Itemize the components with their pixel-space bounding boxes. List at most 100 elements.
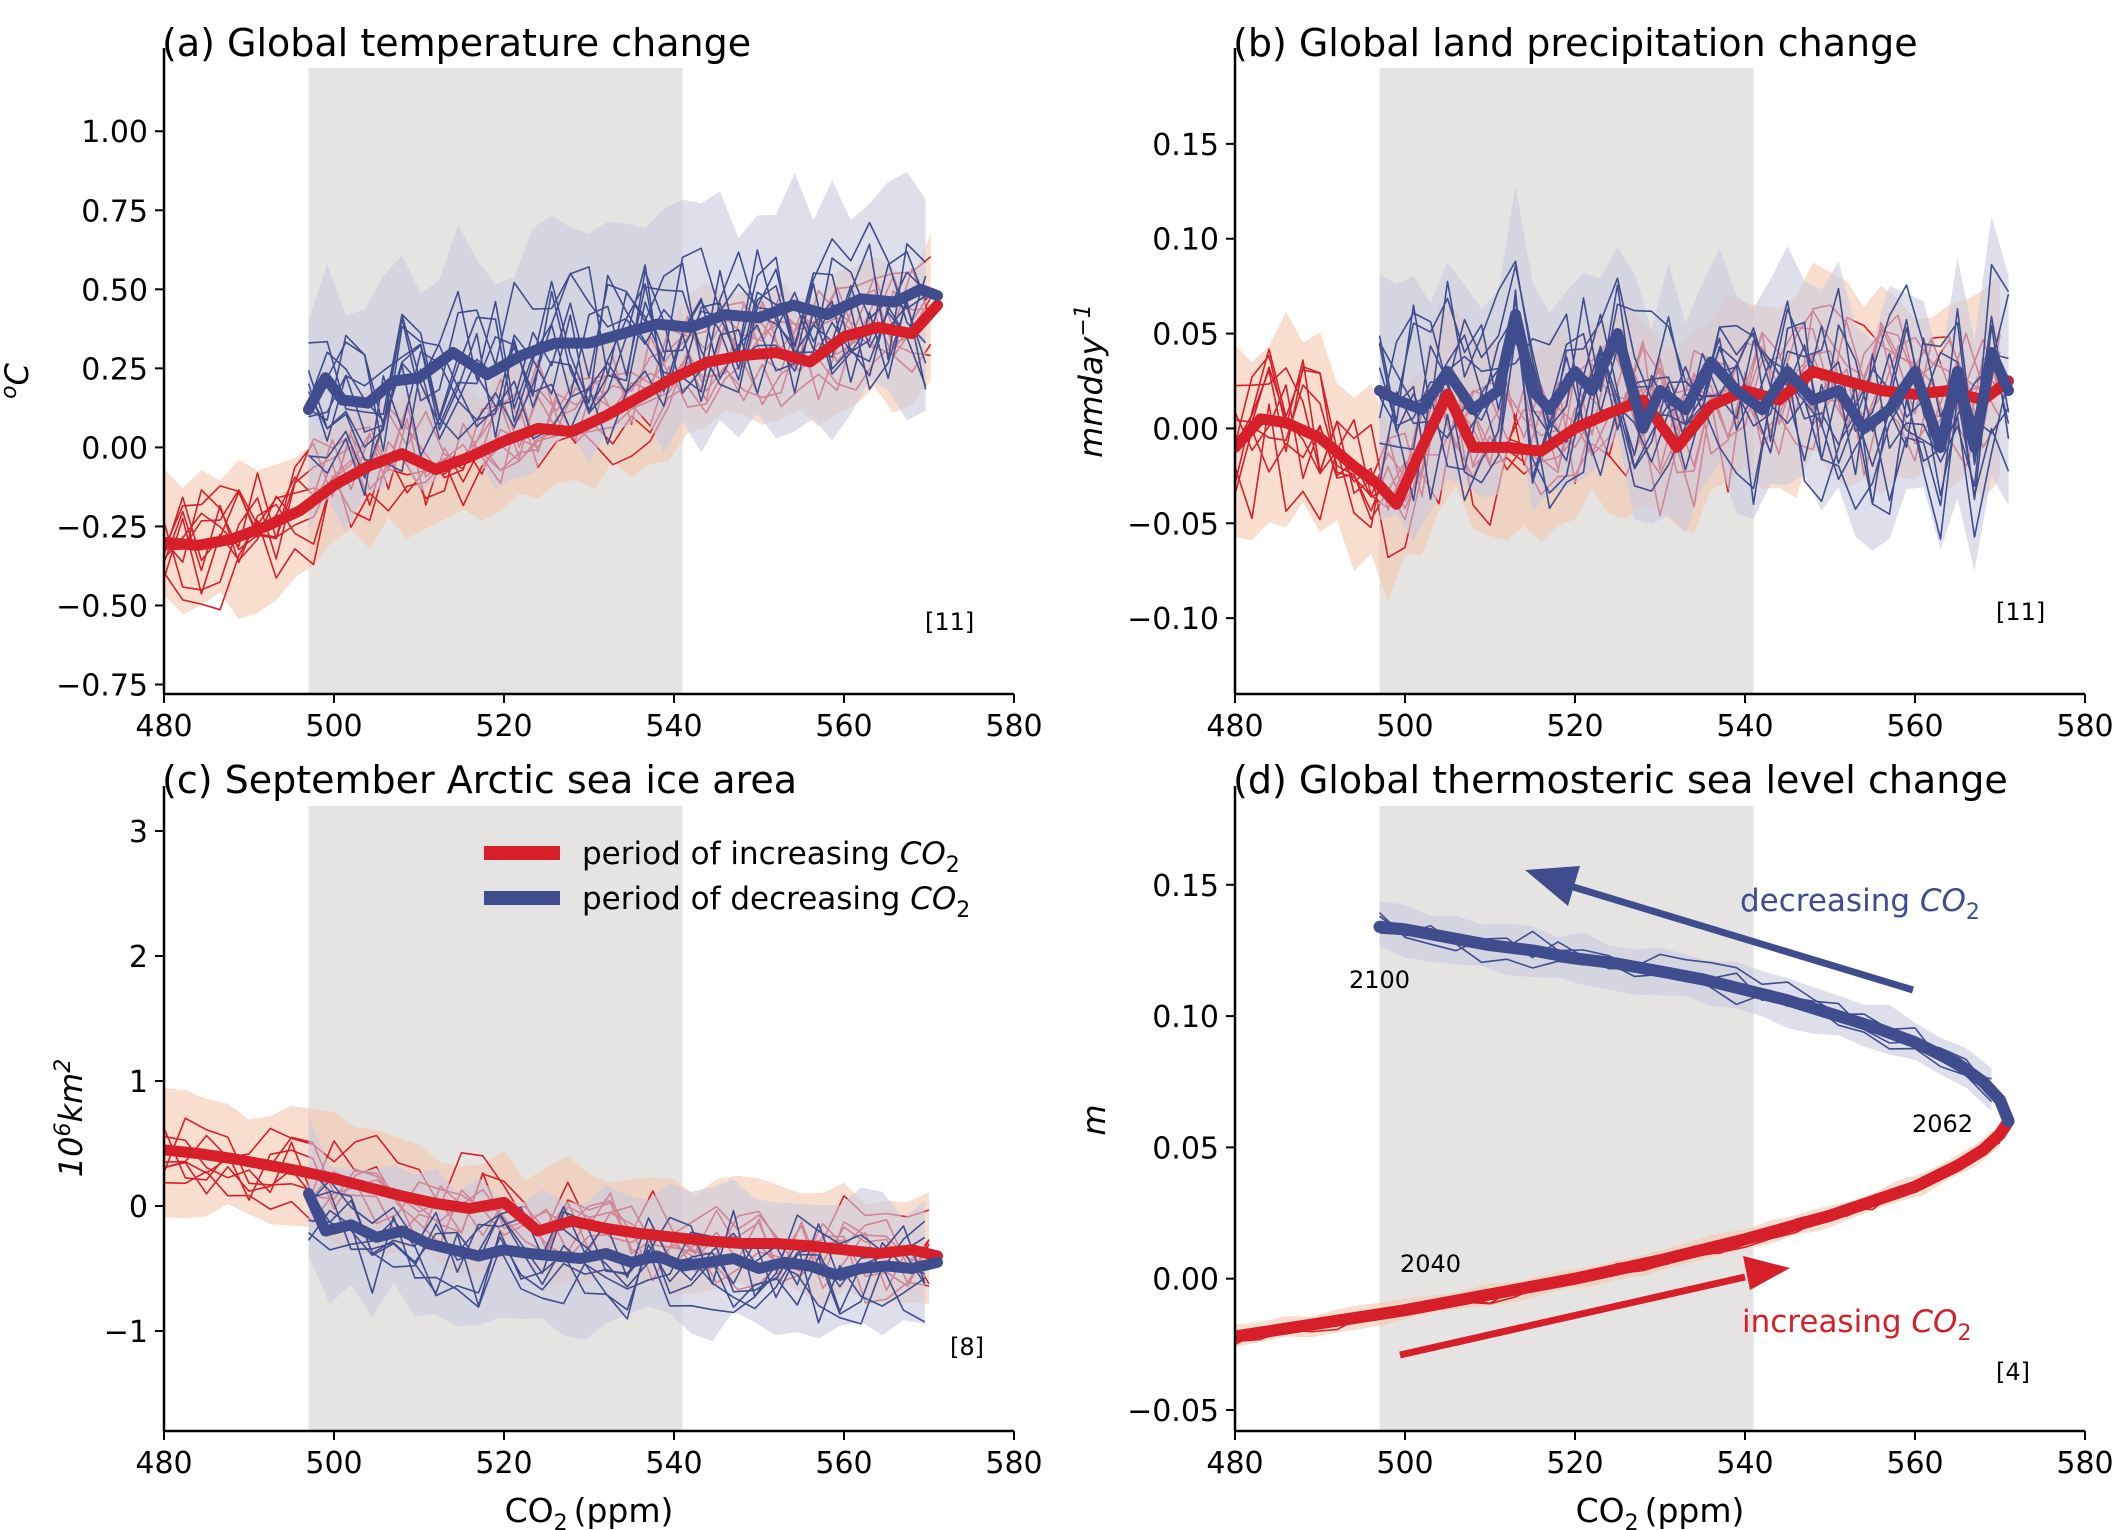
annotation-decreasing-sub: 2 (1966, 900, 1980, 925)
panel-b-means (1235, 309, 2014, 510)
panel-c: 480 500 520 540 560 580 −1 0 1 2 3 (c) September A… (51, 758, 1043, 1530)
x-tick-label: 540 (1716, 709, 1773, 744)
panel-a-count-label: [11] (925, 608, 974, 636)
panel-d-xlabel-co: CO (1576, 1491, 1625, 1530)
decreasing-arrow (1568, 882, 1915, 994)
panel-d: 480 500 520 540 560 580−0.050.000.050.100.15 … (1075, 758, 2114, 1530)
y-tick-label: 0.10 (1152, 1000, 1219, 1035)
decreasing-mean-line (1373, 920, 2015, 1128)
x-tick-label: 580 (985, 709, 1042, 744)
panel-a-title: (a) Global temperature change (162, 21, 751, 65)
y-tick-label: 0.05 (1152, 318, 1219, 353)
increasing-mean-line (164, 299, 943, 551)
x-tick-label: 480 (1206, 1446, 1263, 1481)
decreasing-ensemble-member (307, 251, 927, 442)
panel-d-arrows (1399, 866, 1915, 1359)
y-tick-label: −0.50 (56, 589, 148, 624)
y-tick-label: −1 (104, 1315, 148, 1350)
panel-c-ylabel-rest: km (52, 1073, 90, 1123)
y-tick-label: 0.75 (81, 194, 148, 229)
y-tick-label: 0.05 (1152, 1131, 1219, 1166)
panel-a-ylabel-sup: o (0, 385, 22, 398)
panel-b-ensemble (1235, 185, 2010, 602)
decreasing-ensemble-member (307, 1209, 926, 1324)
annotation-decreasing: decreasing CO2 (1740, 883, 1980, 925)
legend-increasing-sub: 2 (946, 853, 960, 878)
annotation-increasing-text: increasing (1742, 1304, 1911, 1340)
panel-b-axes: 480 500 520 540 560 580 −0.10 −0.05 0.00 0.05 0.10… (1127, 48, 2114, 744)
y-tick-label: 0.10 (1152, 223, 1219, 258)
x-tick-label: 560 (815, 709, 872, 744)
panel-d-ylabel: m (1075, 1104, 1113, 1135)
panel-c-ylabel: 106km2 (51, 1059, 90, 1177)
decreasing-ensemble-range (1379, 185, 2009, 571)
y-tick-label: 3 (129, 815, 148, 850)
year-label-2100: 2100 (1349, 966, 1410, 994)
x-tick-label: 500 (305, 1446, 362, 1481)
y-tick-label: 0.00 (1152, 1263, 1219, 1298)
y-tick-label: 0.50 (81, 273, 148, 308)
year-label-2040: 2040 (1400, 1250, 1461, 1278)
x-tick-label: 580 (2056, 709, 2113, 744)
annotation-increasing-sub: 2 (1957, 1321, 1971, 1346)
decreasing-mean-line (1374, 309, 2014, 453)
x-tick-label: 520 (1546, 1446, 1603, 1481)
y-tick-label: 0.15 (1152, 128, 1219, 163)
panel-c-ylabel-sup2: 2 (51, 1059, 76, 1073)
x-tick-label: 520 (475, 709, 532, 744)
panel-d-shade (1379, 806, 1754, 1431)
legend: period of increasing CO2 period of decre… (484, 836, 970, 923)
panel-b-ylabel: mmday−1 (1071, 304, 1110, 458)
panel-c-xlabel: CO2 (ppm) (505, 1491, 674, 1530)
x-tick-label: 480 (135, 709, 192, 744)
panel-d-axes: 480 500 520 540 560 580 −0.05 0.00 0.05 0.10 0.15 (1127, 786, 2114, 1481)
panel-c-means (164, 1144, 943, 1281)
y-tick-label: −0.75 (56, 669, 148, 704)
y-tick-label: −0.25 (56, 510, 148, 545)
panel-c-count-label: [8] (950, 1333, 984, 1361)
decreasing-ensemble-member (1378, 277, 2009, 497)
y-tick-label: −0.05 (1127, 507, 1219, 542)
panel-c-xlabel-co: CO (505, 1491, 554, 1530)
y-tick-label: 0.00 (1152, 412, 1219, 447)
panel-c-title: (c) September Arctic sea ice area (162, 758, 797, 802)
increasing-mean-line (1235, 1115, 2015, 1343)
decreasing-ensemble-member (1379, 296, 2010, 538)
x-tick-label: 520 (475, 1446, 532, 1481)
x-tick-label: 560 (815, 1446, 872, 1481)
legend-decreasing-label: period of decreasing CO2 (582, 881, 970, 923)
x-tick-label: 500 (1376, 1446, 1433, 1481)
legend-decreasing-co: CO (910, 881, 956, 917)
panel-d-means (1235, 920, 2015, 1343)
panel-b: 480 500 520 540 560 580 −0.10 −0.05 0.00 0.05 0.10… (1071, 21, 2114, 744)
panel-a: 480 500 520 540 560 580 −0.75 −0.50 −0.25 0.00 0.2… (0, 21, 1043, 744)
panel-b-title: (b) Global land precipitation change (1233, 21, 1918, 65)
legend-decreasing-sub: 2 (956, 898, 970, 923)
increasing-mean-line (1235, 366, 2014, 510)
annotation-decreasing-co: CO (1920, 883, 1966, 919)
x-tick-label: 480 (135, 1446, 192, 1481)
legend-increasing-text: period of increasing (582, 836, 900, 872)
panel-b-count-label: [11] (1996, 598, 2045, 626)
y-tick-label: 2 (129, 940, 148, 975)
decreasing-ensemble-member (307, 264, 927, 452)
x-tick-label: 540 (645, 1446, 702, 1481)
decreasing-mean-line (303, 1188, 943, 1281)
panel-c-axes: 480 500 520 540 560 580 −1 0 1 2 3 (104, 786, 1043, 1481)
x-tick-label: 520 (1546, 709, 1603, 744)
year-label-2062: 2062 (1912, 1110, 1973, 1138)
y-tick-label: 0 (129, 1190, 148, 1225)
panel-a-ylabel: oC (0, 362, 36, 398)
decreasing-ensemble-member (307, 1168, 926, 1313)
annotation-decreasing-text: decreasing (1740, 883, 1920, 919)
legend-increasing-label: period of increasing CO2 (582, 836, 960, 878)
y-tick-label: 1.00 (81, 115, 148, 150)
annotation-increasing-co: CO (1911, 1304, 1957, 1340)
decreasing-arrowhead (1525, 866, 1580, 906)
panel-a-axes: 480 500 520 540 560 580 −0.75 −0.50 −0.25 0.00 0.2… (56, 48, 1043, 744)
panel-b-ylabel-base: mmday (1072, 336, 1110, 458)
decreasing-ensemble-member (1378, 318, 2010, 507)
decreasing-ensemble-member (308, 249, 927, 419)
panel-d-xlabel-sub: 2 (1625, 1511, 1639, 1530)
